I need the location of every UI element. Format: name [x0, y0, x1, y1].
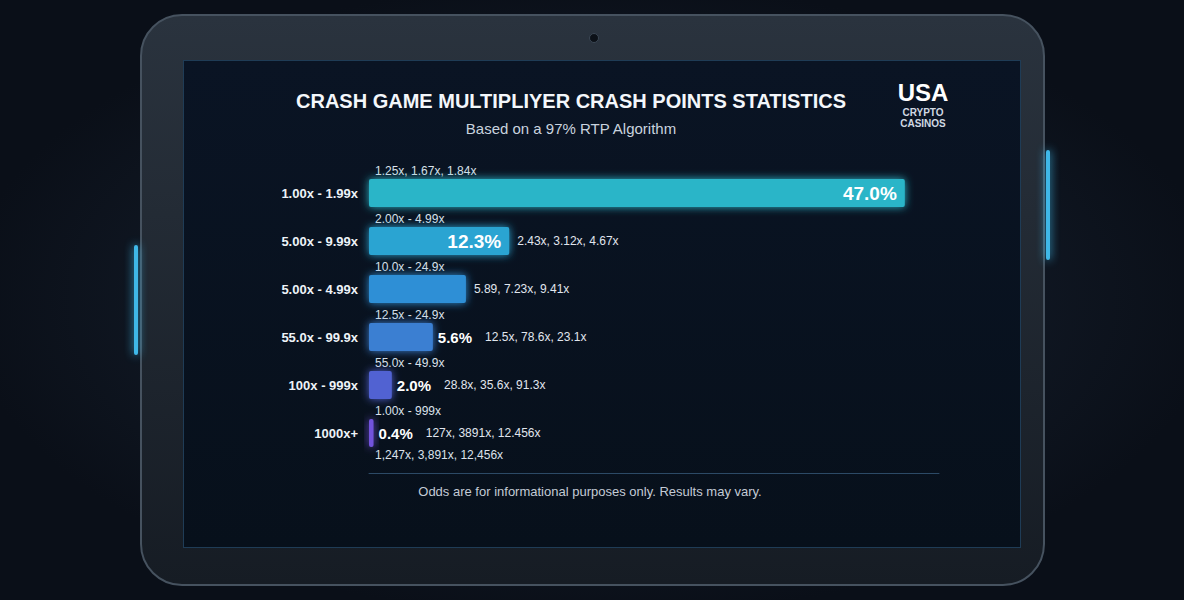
svg-text:12.5x, 78.6x, 23.1x: 12.5x, 78.6x, 23.1x [485, 330, 586, 344]
svg-text:47.0%: 47.0% [843, 183, 897, 204]
svg-text:12.5x - 24.9x: 12.5x - 24.9x [375, 308, 444, 322]
svg-text:5.00x - 9.99x: 5.00x - 9.99x [281, 234, 358, 249]
svg-text:55.0x - 49.9x: 55.0x - 49.9x [375, 356, 444, 370]
svg-text:2.00x - 4.99x: 2.00x - 4.99x [375, 212, 444, 226]
svg-text:Based on a 97% RTP Algorithm: Based on a 97% RTP Algorithm [466, 120, 676, 137]
svg-text:12.3%: 12.3% [447, 231, 501, 252]
svg-text:1,247x, 3,891x, 12,456x: 1,247x, 3,891x, 12,456x [375, 448, 503, 462]
svg-text:CRYPTO: CRYPTO [902, 107, 943, 118]
svg-text:127x, 3891x, 12.456x: 127x, 3891x, 12.456x [426, 426, 541, 440]
svg-text:2.43x, 3.12x, 4.67x: 2.43x, 3.12x, 4.67x [517, 234, 618, 248]
svg-text:2.0%: 2.0% [397, 377, 431, 394]
svg-text:1.00x - 999x: 1.00x - 999x [375, 404, 441, 418]
svg-text:10.0x - 24.9x: 10.0x - 24.9x [375, 260, 444, 274]
svg-text:100x - 999x: 100x - 999x [289, 378, 359, 393]
svg-text:1000x+: 1000x+ [314, 426, 358, 441]
svg-text:5.89, 7.23x, 9.41x: 5.89, 7.23x, 9.41x [474, 282, 569, 296]
svg-text:1.25x, 1.67x, 1.84x: 1.25x, 1.67x, 1.84x [375, 164, 476, 178]
svg-text:USA: USA [898, 79, 949, 106]
svg-text:CASINOS: CASINOS [900, 118, 946, 129]
svg-text:0.4%: 0.4% [379, 425, 413, 442]
svg-text:1.00x - 1.99x: 1.00x - 1.99x [281, 186, 358, 201]
svg-text:CRASH GAME MULTIPLIYER CRASH P: CRASH GAME MULTIPLIYER CRASH POINTS STAT… [296, 90, 846, 112]
svg-text:28.8x, 35.6x, 91.3x: 28.8x, 35.6x, 91.3x [444, 378, 545, 392]
svg-text:5.6%: 5.6% [438, 329, 472, 346]
svg-text:55.0x - 99.9x: 55.0x - 99.9x [281, 330, 358, 345]
svg-text:5.00x - 4.99x: 5.00x - 4.99x [281, 282, 358, 297]
svg-text:Odds are for informational pur: Odds are for informational purposes only… [418, 484, 761, 499]
